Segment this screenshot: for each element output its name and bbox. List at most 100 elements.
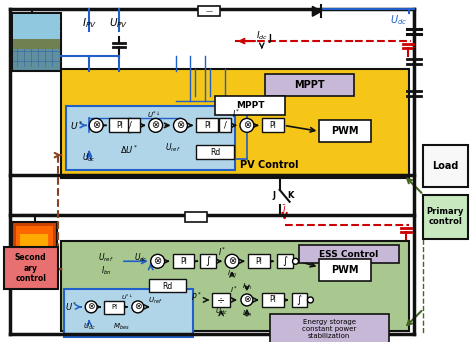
Circle shape [240,118,254,132]
Text: $U^{*\downarrow}$: $U^{*\downarrow}$ [146,109,161,120]
Text: MPPT: MPPT [294,80,325,90]
Text: ⊗: ⊗ [243,120,251,130]
Text: PI: PI [117,121,123,130]
Text: PI: PI [180,257,187,266]
Text: Rd: Rd [163,282,173,291]
Bar [12,13,62,71]
Text: $I_{bn}$: $I_{bn}$ [101,265,111,277]
Polygon shape [312,7,321,16]
Text: PI: PI [269,121,276,130]
Circle shape [132,301,144,313]
Text: ⊗: ⊗ [228,256,236,266]
Bar [319,120,371,142]
Text: $U^*$: $U^*$ [70,119,83,132]
Circle shape [241,294,253,306]
Bar [185,212,207,222]
Text: PI: PI [269,295,276,305]
Text: ⊗: ⊗ [154,256,162,266]
Text: ⊗: ⊗ [134,303,142,311]
Bar [201,254,216,268]
Bar [248,254,270,268]
Text: ⊗: ⊗ [92,120,100,130]
Bar [66,106,235,170]
Text: K: K [287,191,294,200]
Bar [20,235,47,259]
Circle shape [173,118,187,132]
Bar [13,39,61,49]
Text: $U_{dc}$: $U_{dc}$ [83,322,96,332]
Bar [196,118,218,132]
Text: $U_{dc}$: $U_{dc}$ [134,251,148,263]
Bar [62,241,409,331]
Text: $M_{bes}$: $M_{bes}$ [113,322,129,332]
Text: $I_{bn}$: $I_{bn}$ [242,309,252,319]
Bar [128,118,140,132]
Text: $\bar{I}$: $\bar{I}$ [282,203,287,216]
Text: $U^*$: $U^*$ [65,301,78,313]
Bar [423,145,468,187]
Bar [4,247,58,289]
Bar [277,254,292,268]
Text: /: / [129,121,132,130]
Text: $U_{ref}$: $U_{ref}$ [98,251,114,263]
Bar [196,145,234,159]
Bar [300,245,399,263]
Bar [270,314,389,343]
Text: $I^*$: $I^*$ [232,107,240,120]
Bar [173,254,194,268]
Circle shape [89,118,103,132]
Text: ∫: ∫ [206,256,211,266]
Bar [198,7,220,16]
Circle shape [149,118,163,132]
Text: Load: Load [432,161,458,171]
Bar [62,69,409,178]
Bar [64,289,193,336]
Text: J: J [268,34,271,43]
Text: $U_{dc}$: $U_{dc}$ [82,152,96,164]
Bar [262,118,283,132]
Text: Energy storage
constant power
stabilization: Energy storage constant power stabilizat… [302,319,356,339]
Bar [319,259,371,281]
Text: ⊗: ⊗ [87,303,95,311]
Text: ⊗: ⊗ [243,295,251,305]
Text: $\Delta U^*$: $\Delta U^*$ [119,144,138,156]
Bar [292,293,308,307]
Text: PI: PI [204,121,210,130]
Text: $P^*$: $P^*$ [191,291,202,303]
Text: MPPT: MPPT [236,101,264,110]
Text: $U_{PV}$: $U_{PV}$ [109,16,128,30]
Bar [423,195,468,239]
Text: ⊗: ⊗ [176,120,184,130]
Text: ÷: ÷ [217,295,225,305]
Bar [104,301,124,314]
Text: PI: PI [255,257,262,266]
Bar [16,226,54,271]
Text: $U_{dc}$: $U_{dc}$ [215,307,228,317]
Bar [262,293,283,307]
Circle shape [151,254,164,268]
Text: $I^*$: $I^*$ [230,284,238,296]
Text: $U^{*\downarrow}$: $U^{*\downarrow}$ [120,292,133,302]
Text: $U_{dc}$: $U_{dc}$ [390,13,407,27]
Text: Rd: Rd [210,147,220,157]
Bar [219,118,231,132]
Text: $I_{PV}$: $I_{PV}$ [82,16,97,30]
Bar [12,222,57,276]
Text: —: — [206,8,213,14]
Bar [13,14,61,39]
Circle shape [85,301,97,313]
Text: ⊗: ⊗ [152,120,160,130]
Text: $I^*$: $I^*$ [218,245,227,258]
Text: $I_{bn}$: $I_{bn}$ [242,282,252,292]
Text: /: / [224,121,227,130]
Text: ESS Control: ESS Control [319,250,379,259]
Text: $U_{ref}$: $U_{ref}$ [164,142,180,154]
Bar [149,279,186,292]
Bar [265,74,354,96]
Circle shape [292,258,299,264]
Text: J: J [272,191,275,200]
Text: ∫: ∫ [282,256,287,266]
Bar [109,118,131,132]
Circle shape [225,254,239,268]
Circle shape [308,297,313,303]
